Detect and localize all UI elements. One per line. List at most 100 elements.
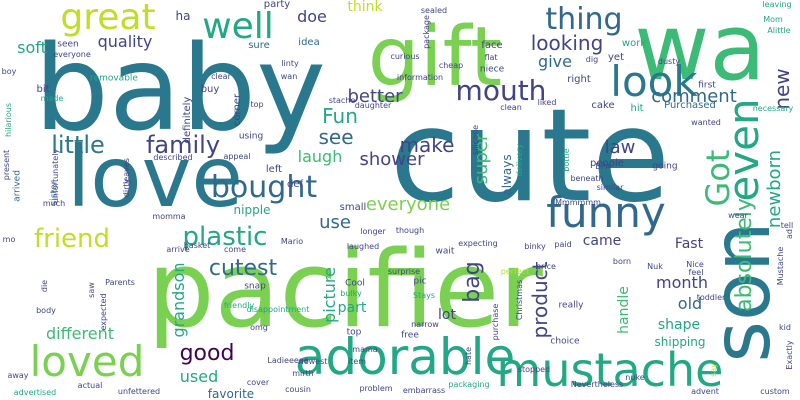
word: left <box>265 164 283 175</box>
word: clear <box>211 72 231 81</box>
word: clean <box>500 103 522 112</box>
word: similar <box>596 183 624 192</box>
word: mustache <box>496 343 724 397</box>
word: leaves <box>122 158 131 184</box>
word: surprise <box>387 267 421 276</box>
word: shipping <box>654 335 706 349</box>
word: cousin <box>285 385 311 394</box>
word: advertised <box>13 388 57 397</box>
word: saw <box>87 282 96 298</box>
word: Mom <box>763 15 783 24</box>
word: look <box>610 57 698 106</box>
word: present <box>2 149 11 181</box>
word: face <box>481 40 503 51</box>
word: see <box>318 125 354 149</box>
word: use <box>319 212 351 233</box>
word: wan <box>280 72 298 81</box>
word: dig <box>585 55 599 64</box>
word: stache <box>328 96 356 105</box>
word: little <box>51 131 105 159</box>
word: described <box>153 153 193 162</box>
word: basket <box>183 241 211 250</box>
word: mama <box>352 345 378 354</box>
word: funny <box>546 188 666 237</box>
word: Fast <box>674 236 704 252</box>
word: away <box>7 371 29 380</box>
word: made <box>40 94 64 103</box>
word: old <box>677 294 703 313</box>
word: hit <box>630 103 644 114</box>
word: different <box>46 324 114 343</box>
word: leaving <box>762 0 792 9</box>
word: mouth <box>455 74 547 107</box>
word: better <box>347 86 403 107</box>
word: using <box>238 131 264 142</box>
word: handle <box>616 286 632 334</box>
word: ad <box>785 229 794 239</box>
word: removable <box>90 73 138 84</box>
word: delivery <box>515 143 524 177</box>
word: much <box>42 199 66 208</box>
word: everyone <box>53 50 91 59</box>
word: say <box>709 363 718 377</box>
word: boy <box>1 67 17 76</box>
word: narrow <box>411 320 439 329</box>
word: bulky <box>340 289 362 298</box>
word: Mmmmmm <box>555 198 601 207</box>
word: month <box>656 273 708 292</box>
word: toddler <box>696 293 726 302</box>
word: everyone <box>365 194 451 215</box>
word: cake <box>591 100 615 111</box>
word: niece <box>479 64 505 75</box>
word: shower <box>359 149 425 170</box>
word: flat <box>484 53 498 62</box>
word: part <box>337 300 367 316</box>
word: cutest <box>208 256 278 281</box>
word: Ladieeeee <box>267 356 309 365</box>
word: wait <box>435 246 455 257</box>
word: liked <box>537 98 557 107</box>
word: loved <box>29 337 145 386</box>
word: package <box>422 15 431 49</box>
word: friend <box>33 224 111 254</box>
word: linty <box>281 59 299 68</box>
word: tell <box>780 221 794 230</box>
word: omg <box>250 323 268 332</box>
word: choice <box>550 336 580 347</box>
word: first <box>698 80 716 91</box>
word: Cool <box>345 278 365 289</box>
word: corner <box>232 93 243 127</box>
word: looking <box>530 31 604 55</box>
word: give <box>538 52 572 71</box>
word: unfettered <box>117 387 161 396</box>
word: price <box>536 262 556 271</box>
word: disappointment <box>246 305 310 314</box>
word: Parents <box>105 278 135 287</box>
word: picture <box>320 267 339 323</box>
word: free <box>401 330 419 341</box>
word: BPA <box>595 162 611 171</box>
word: law <box>604 137 636 158</box>
word: purchase <box>491 303 500 341</box>
word: favorite <box>207 387 255 400</box>
word: binky <box>524 242 546 251</box>
word: bag <box>460 261 485 303</box>
word: mo <box>2 235 16 244</box>
word: body <box>36 306 56 315</box>
word: die <box>40 279 49 293</box>
word: shape <box>657 317 701 333</box>
word: embarrass <box>402 386 446 395</box>
word: wanted <box>691 118 721 127</box>
word: Christmas <box>515 279 524 321</box>
word: grandson <box>169 262 188 338</box>
word: sealed <box>420 6 448 15</box>
word: feel <box>688 268 704 277</box>
word: Nice <box>686 260 704 269</box>
word: Stays <box>412 291 436 300</box>
word: mirth <box>292 369 314 378</box>
word: work <box>621 38 647 49</box>
word: newest <box>298 357 328 366</box>
word: come <box>223 245 247 254</box>
word: Mustache <box>776 246 785 286</box>
